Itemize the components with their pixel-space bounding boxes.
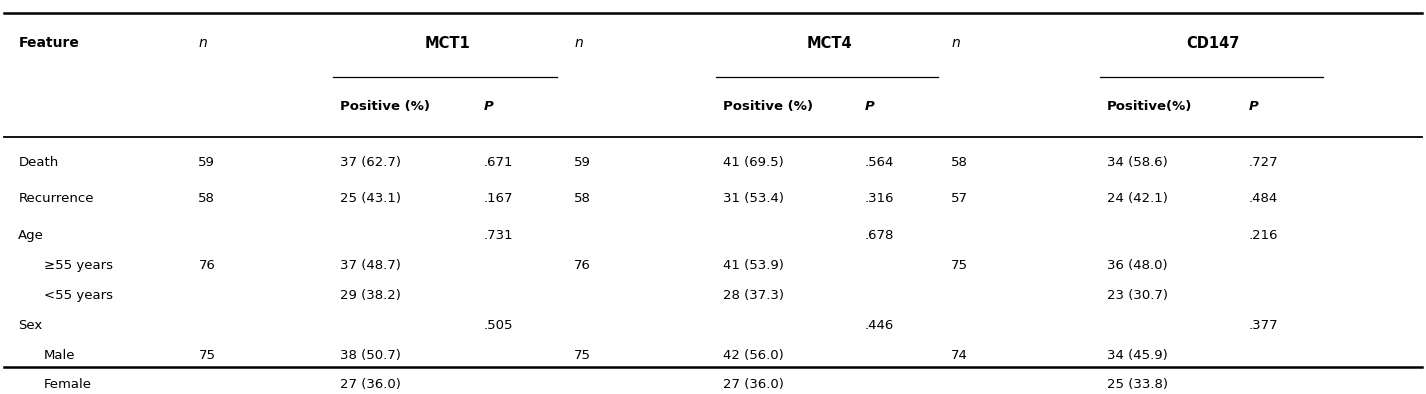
Text: 74: 74 bbox=[951, 349, 968, 362]
Text: 75: 75 bbox=[575, 349, 590, 362]
Text: 24 (42.1): 24 (42.1) bbox=[1107, 192, 1168, 205]
Text: P: P bbox=[864, 100, 874, 113]
Text: .167: .167 bbox=[483, 192, 513, 205]
Text: .678: .678 bbox=[864, 229, 894, 242]
Text: 27 (36.0): 27 (36.0) bbox=[723, 378, 784, 391]
Text: 25 (33.8): 25 (33.8) bbox=[1107, 378, 1168, 391]
Text: 59: 59 bbox=[575, 156, 590, 169]
Text: .316: .316 bbox=[864, 192, 894, 205]
Text: CD147: CD147 bbox=[1186, 36, 1241, 51]
Text: MCT1: MCT1 bbox=[425, 36, 471, 51]
Text: 25 (43.1): 25 (43.1) bbox=[341, 192, 401, 205]
Text: P: P bbox=[483, 100, 493, 113]
Text: .731: .731 bbox=[483, 229, 513, 242]
Text: MCT4: MCT4 bbox=[807, 36, 853, 51]
Text: 58: 58 bbox=[575, 192, 590, 205]
Text: 23 (30.7): 23 (30.7) bbox=[1107, 289, 1168, 302]
Text: Positive (%): Positive (%) bbox=[341, 100, 431, 113]
Text: .446: .446 bbox=[864, 319, 894, 332]
Text: Positive (%): Positive (%) bbox=[723, 100, 813, 113]
Text: 59: 59 bbox=[198, 156, 215, 169]
Text: Feature: Feature bbox=[19, 36, 80, 50]
Text: .671: .671 bbox=[483, 156, 513, 169]
Text: 31 (53.4): 31 (53.4) bbox=[723, 192, 784, 205]
Text: 34 (58.6): 34 (58.6) bbox=[1107, 156, 1168, 169]
Text: 76: 76 bbox=[198, 259, 215, 272]
Text: 58: 58 bbox=[951, 156, 968, 169]
Text: 37 (48.7): 37 (48.7) bbox=[341, 259, 401, 272]
Text: 41 (53.9): 41 (53.9) bbox=[723, 259, 784, 272]
Text: 41 (69.5): 41 (69.5) bbox=[723, 156, 784, 169]
Text: Male: Male bbox=[44, 349, 76, 362]
Text: n: n bbox=[198, 36, 207, 50]
Text: 75: 75 bbox=[951, 259, 968, 272]
Text: 75: 75 bbox=[198, 349, 215, 362]
Text: Female: Female bbox=[44, 378, 91, 391]
Text: Recurrence: Recurrence bbox=[19, 192, 94, 205]
Text: Age: Age bbox=[19, 229, 44, 242]
Text: Sex: Sex bbox=[19, 319, 43, 332]
Text: .505: .505 bbox=[483, 319, 513, 332]
Text: 36 (48.0): 36 (48.0) bbox=[1107, 259, 1168, 272]
Text: ≥55 years: ≥55 years bbox=[44, 259, 113, 272]
Text: 38 (50.7): 38 (50.7) bbox=[341, 349, 401, 362]
Text: .727: .727 bbox=[1249, 156, 1279, 169]
Text: 58: 58 bbox=[198, 192, 215, 205]
Text: Death: Death bbox=[19, 156, 58, 169]
Text: .484: .484 bbox=[1249, 192, 1278, 205]
Text: .564: .564 bbox=[864, 156, 894, 169]
Text: 42 (56.0): 42 (56.0) bbox=[723, 349, 784, 362]
Text: 76: 76 bbox=[575, 259, 590, 272]
Text: .377: .377 bbox=[1249, 319, 1279, 332]
Text: .216: .216 bbox=[1249, 229, 1278, 242]
Text: <55 years: <55 years bbox=[44, 289, 113, 302]
Text: 28 (37.3): 28 (37.3) bbox=[723, 289, 784, 302]
Text: Positive(%): Positive(%) bbox=[1107, 100, 1192, 113]
Text: P: P bbox=[1249, 100, 1259, 113]
Text: 37 (62.7): 37 (62.7) bbox=[341, 156, 401, 169]
Text: 57: 57 bbox=[951, 192, 968, 205]
Text: 34 (45.9): 34 (45.9) bbox=[1107, 349, 1168, 362]
Text: n: n bbox=[951, 36, 960, 50]
Text: 29 (38.2): 29 (38.2) bbox=[341, 289, 401, 302]
Text: 27 (36.0): 27 (36.0) bbox=[341, 378, 401, 391]
Text: n: n bbox=[575, 36, 583, 50]
